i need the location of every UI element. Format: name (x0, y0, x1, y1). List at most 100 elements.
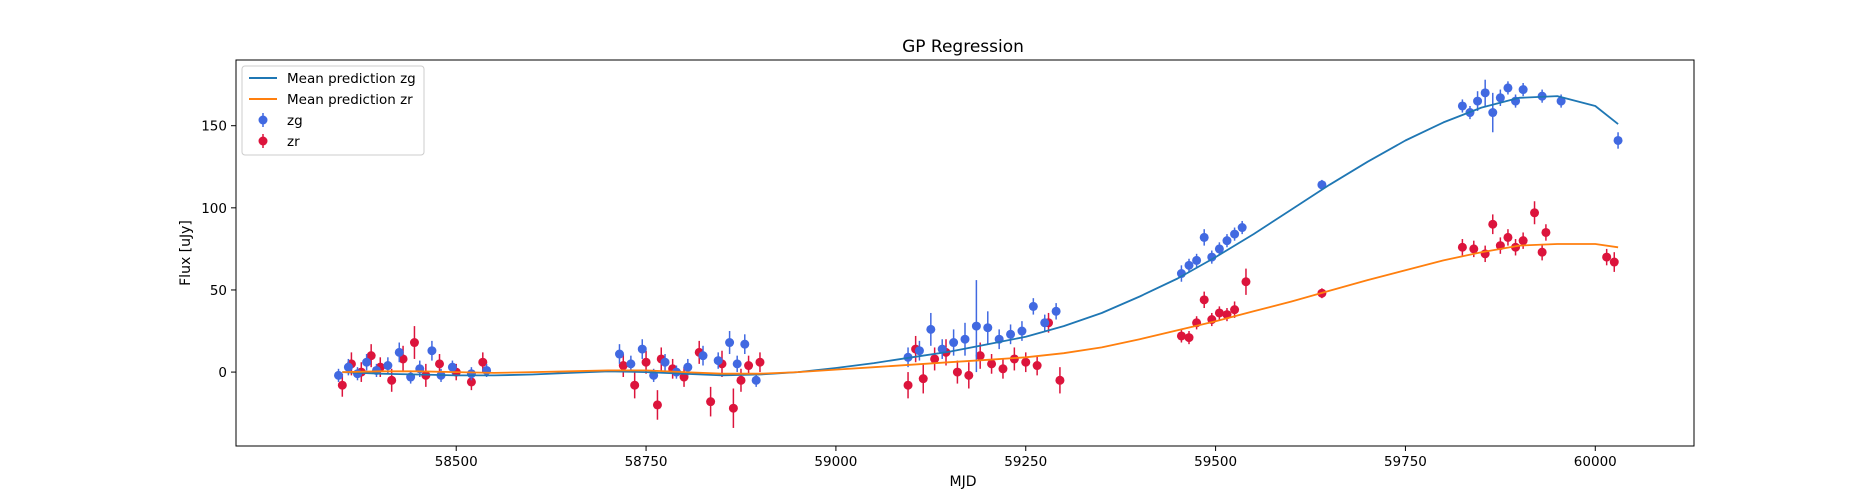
zg-point (660, 357, 670, 367)
x-tick-label: 59750 (1384, 454, 1427, 470)
mean-prediction-zg-line (342, 95, 1619, 377)
x-tick-label: 60000 (1574, 454, 1617, 470)
zr-point (1457, 242, 1467, 252)
zg-point (427, 346, 437, 356)
y-axis: 0 50 100 150 (201, 119, 236, 381)
y-tick-label: 50 (210, 283, 227, 299)
zg-point (725, 338, 735, 348)
zg-point (1230, 229, 1240, 239)
zg-point (1214, 244, 1224, 254)
zr-point (1230, 305, 1240, 315)
zg-point (1613, 135, 1623, 145)
zg-point (1207, 252, 1217, 262)
zg-point (949, 338, 959, 348)
zr-point (387, 375, 397, 385)
zg-point (626, 359, 636, 369)
zr-point (466, 377, 476, 387)
zg-point (937, 344, 947, 354)
plot-area (334, 79, 1623, 428)
zg-point (732, 359, 742, 369)
zg-point (1051, 306, 1061, 316)
zg-point (1184, 260, 1194, 270)
zr-point (1503, 232, 1513, 242)
zr-point (736, 375, 746, 385)
mean-prediction-zr-line (342, 243, 1619, 375)
zg-point (1222, 236, 1232, 246)
zg-point (383, 361, 393, 371)
zr-observations (337, 201, 1619, 428)
zg-point (1017, 326, 1027, 336)
zr-point (930, 354, 940, 364)
zr-point (435, 359, 445, 369)
zr-point (1021, 357, 1031, 367)
zr-point (1214, 308, 1224, 318)
zg-point (637, 344, 647, 354)
zg-point (1495, 93, 1505, 103)
zr-point (755, 357, 765, 367)
zr-point (964, 370, 974, 380)
zg-point (971, 321, 981, 331)
zr-point (1609, 257, 1619, 267)
zg-observations (334, 79, 1623, 387)
zg-point (1040, 318, 1050, 328)
x-tick-label: 59500 (1194, 454, 1237, 470)
mean-prediction-lines (342, 95, 1619, 377)
zg-point (343, 362, 353, 372)
legend-label-zg: zg (287, 113, 303, 129)
zg-point (1028, 301, 1038, 311)
y-tick-label: 100 (201, 201, 227, 217)
zg-point (1006, 329, 1016, 339)
legend-label-zr: zr (287, 134, 300, 150)
zr-point (641, 357, 651, 367)
zr-point (744, 361, 754, 371)
zr-point (1541, 227, 1551, 237)
zr-point (1032, 361, 1042, 371)
legend-label-mean-zr: Mean prediction zr (287, 92, 413, 108)
zr-point (618, 361, 628, 371)
zr-point (652, 400, 662, 410)
zg-point (926, 324, 936, 334)
zg-point (394, 347, 404, 357)
chart-title: GP Regression (902, 37, 1024, 57)
zr-point (987, 359, 997, 369)
legend: Mean prediction zg Mean prediction zr zg… (241, 65, 425, 156)
zg-point (914, 346, 924, 356)
zg-point (447, 362, 457, 372)
zg-point (698, 351, 708, 361)
zg-point (362, 357, 372, 367)
legend-label-mean-zg: Mean prediction zg (287, 71, 416, 87)
zr-point (918, 374, 928, 384)
zg-point (1473, 96, 1483, 106)
zr-point (998, 364, 1008, 374)
zr-point (903, 380, 913, 390)
zg-point (1518, 85, 1528, 95)
zr-point (1602, 252, 1612, 262)
zg-point (740, 339, 750, 349)
zg-point (1192, 255, 1202, 265)
zg-point (1237, 223, 1247, 233)
zr-point (1530, 208, 1540, 218)
legend-swatch-zg (258, 115, 268, 125)
zr-point (1518, 236, 1528, 246)
zr-point (366, 351, 376, 361)
plot-frame (235, 59, 1695, 447)
zr-point (409, 338, 419, 348)
zr-point (478, 357, 488, 367)
zg-point (683, 362, 693, 372)
zr-point (706, 397, 716, 407)
x-tick-label: 58750 (625, 454, 668, 470)
zg-point (1199, 232, 1209, 242)
zg-point (614, 349, 624, 359)
legend-swatch-zr (258, 136, 268, 146)
x-tick-label: 59000 (814, 454, 857, 470)
zg-point (1488, 108, 1498, 118)
zg-point (1556, 96, 1566, 106)
zr-point (398, 354, 408, 364)
zr-point (1184, 333, 1194, 343)
zr-point (1176, 331, 1186, 341)
zr-point (952, 367, 962, 377)
zr-point (728, 403, 738, 413)
zg-point (983, 323, 993, 333)
zg-point (713, 356, 723, 366)
